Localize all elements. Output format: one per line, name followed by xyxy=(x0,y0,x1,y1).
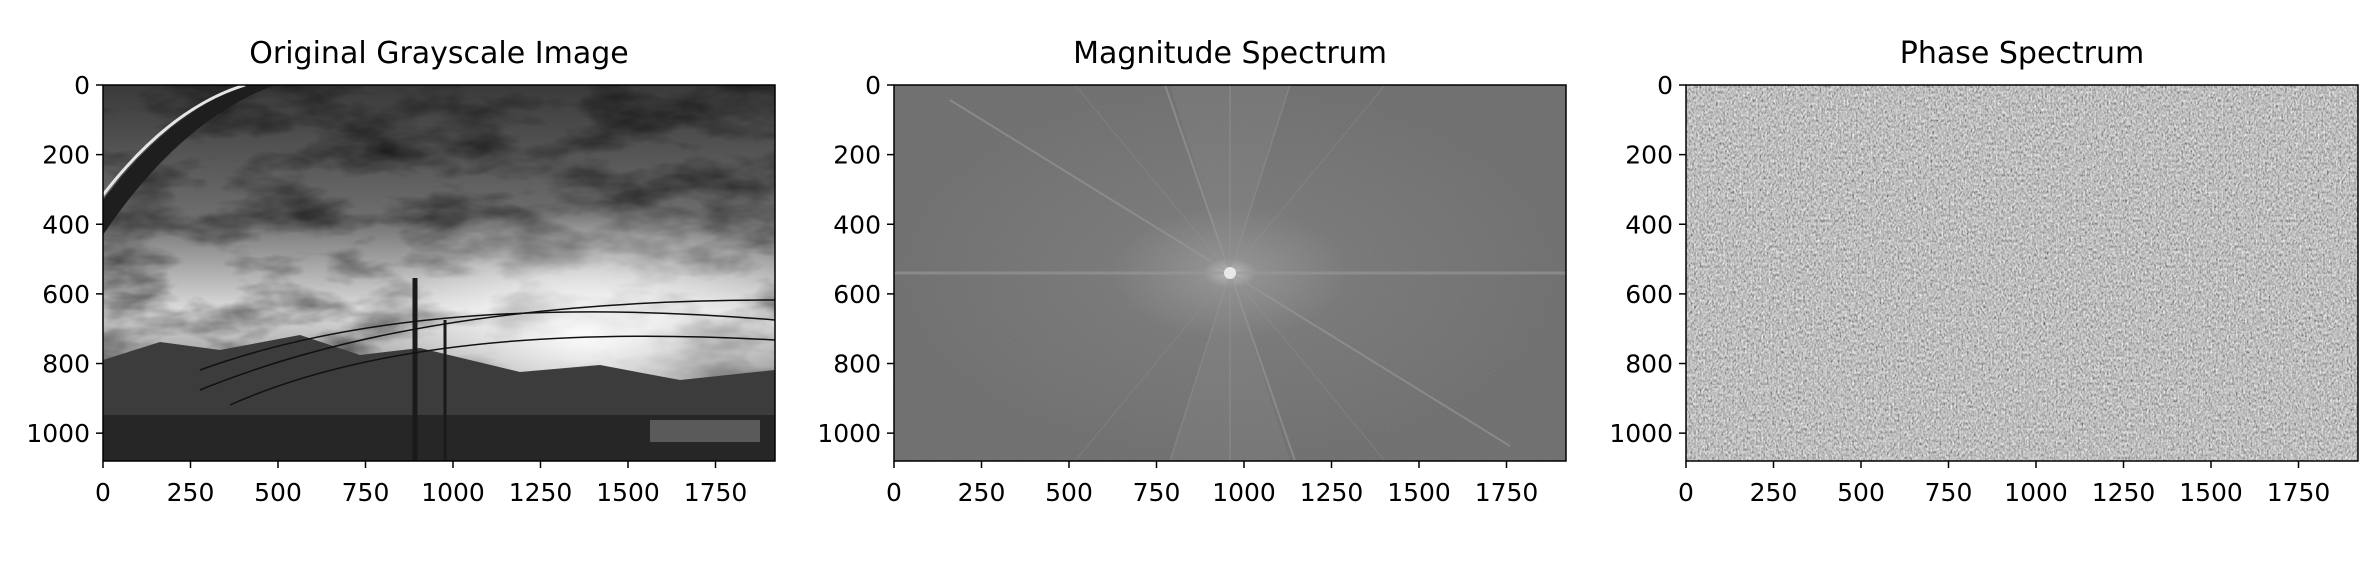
y-tick-label: 400 xyxy=(42,210,90,239)
x-tick-label: 0 xyxy=(1678,478,1694,507)
x-tick-label: 250 xyxy=(167,478,215,507)
x-tick-label: 1750 xyxy=(1475,478,1539,507)
axes-frame xyxy=(1685,84,2359,462)
x-tick-label: 1500 xyxy=(596,478,660,507)
x-tick-label: 1500 xyxy=(2179,478,2243,507)
y-tick-label: 1000 xyxy=(26,419,90,448)
x-tick-label: 500 xyxy=(254,478,302,507)
panel-title: Original Grayscale Image xyxy=(249,36,628,71)
x-tick-label: 1250 xyxy=(509,478,573,507)
x-tick-label: 1000 xyxy=(1212,478,1276,507)
y-axis: 0 200 400 600 800 1000 xyxy=(1609,71,1686,448)
x-tick-label: 1250 xyxy=(1300,478,1364,507)
x-tick-label: 1750 xyxy=(2267,478,2331,507)
y-tick-label: 600 xyxy=(42,280,90,309)
x-tick-label: 1750 xyxy=(684,478,748,507)
y-tick-label: 200 xyxy=(1625,141,1673,170)
x-tick-label: 0 xyxy=(886,478,902,507)
y-tick-label: 600 xyxy=(833,280,881,309)
x-tick-label: 1000 xyxy=(421,478,485,507)
x-tick-label: 1250 xyxy=(2092,478,2156,507)
axes-frame xyxy=(893,84,1567,462)
x-tick-label: 250 xyxy=(1750,478,1798,507)
axes-frame xyxy=(102,84,776,462)
y-tick-label: 800 xyxy=(1625,350,1673,379)
original-image xyxy=(103,85,775,461)
x-tick-label: 500 xyxy=(1837,478,1885,507)
y-tick-label: 1000 xyxy=(817,419,881,448)
x-tick-label: 750 xyxy=(1925,478,1973,507)
y-tick-label: 0 xyxy=(74,71,90,100)
y-tick-label: 0 xyxy=(865,71,881,100)
x-tick-label: 750 xyxy=(342,478,390,507)
y-tick-label: 200 xyxy=(833,141,881,170)
panel-title: Phase Spectrum xyxy=(1900,36,2144,71)
x-tick-label: 500 xyxy=(1045,478,1093,507)
x-tick-label: 250 xyxy=(958,478,1006,507)
y-tick-label: 800 xyxy=(833,350,881,379)
x-axis: 0 250 500 750 1000 1250 1500 1750 xyxy=(1678,461,2330,507)
x-tick-label: 750 xyxy=(1133,478,1181,507)
panel-original-image: 0 250 500 750 1000 1250 1500 1750 0 200 400 600 800… xyxy=(26,36,776,507)
panel-phase-spectrum: 0 250 500 750 1000 1250 1500 1750 0 200 400 600 800… xyxy=(1609,36,2359,507)
x-tick-label: 1000 xyxy=(2004,478,2068,507)
x-axis: 0 250 500 750 1000 1250 1500 1750 xyxy=(95,461,747,507)
x-tick-label: 0 xyxy=(95,478,111,507)
panel-title: Magnitude Spectrum xyxy=(1073,36,1387,71)
magnitude-image xyxy=(894,85,1566,461)
y-tick-label: 200 xyxy=(42,141,90,170)
y-tick-label: 800 xyxy=(42,350,90,379)
y-tick-label: 0 xyxy=(1657,71,1673,100)
phase-image xyxy=(1686,85,2358,461)
y-axis: 0 200 400 600 800 1000 xyxy=(817,71,894,448)
y-tick-label: 400 xyxy=(1625,210,1673,239)
x-tick-label: 1500 xyxy=(1387,478,1451,507)
y-tick-label: 600 xyxy=(1625,280,1673,309)
panel-magnitude-spectrum: 0 250 500 750 1000 1250 1500 1750 0 200 400 600 800… xyxy=(817,36,1567,507)
x-axis: 0 250 500 750 1000 1250 1500 1750 xyxy=(886,461,1538,507)
y-tick-label: 400 xyxy=(833,210,881,239)
y-axis: 0 200 400 600 800 1000 xyxy=(26,71,103,448)
y-tick-label: 1000 xyxy=(1609,419,1673,448)
